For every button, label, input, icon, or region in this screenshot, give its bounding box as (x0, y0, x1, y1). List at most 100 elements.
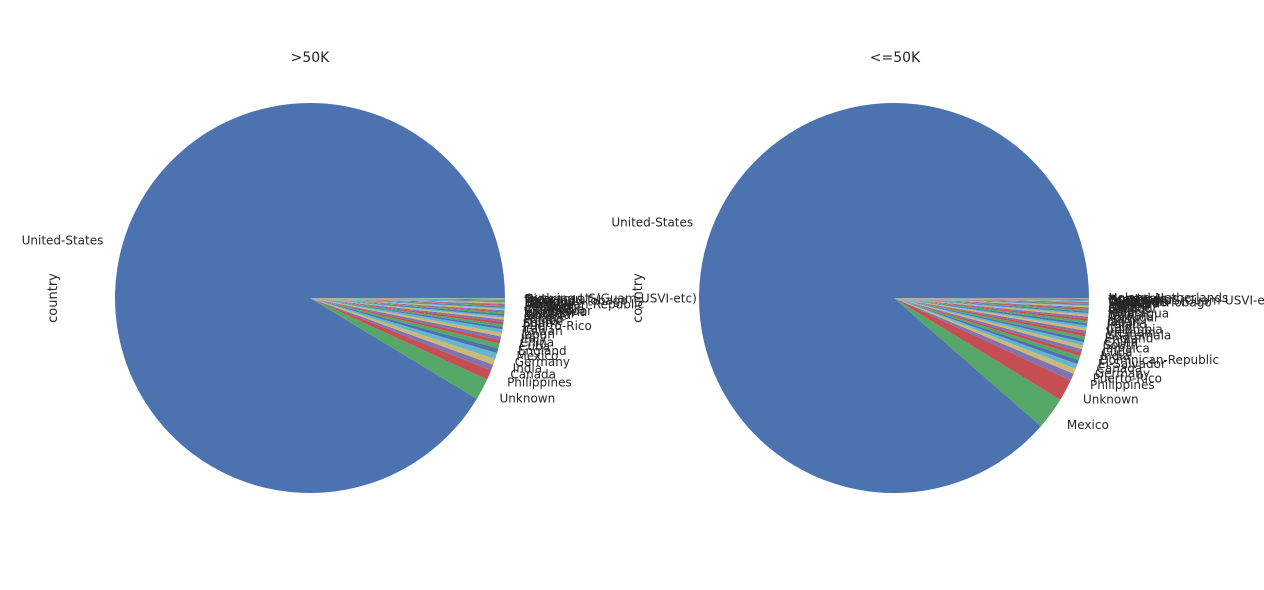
slice-label-scotland: Scotland (1108, 292, 1160, 306)
slice-label-italy: Italy (1107, 320, 1133, 334)
pie-slice-japan (894, 298, 1088, 321)
pie-slice-ecuador (310, 298, 505, 307)
pie-slice-united-states (115, 103, 505, 494)
slice-label-trinadad-tobago: Trinadad&Tobago (523, 293, 627, 307)
pie-slice-south (894, 298, 1085, 343)
slice-label-puerto-rico: Puerto-Rico (523, 319, 592, 333)
pie-slice-ireland (310, 298, 505, 308)
pie-slice-ecuador (894, 298, 1089, 309)
pie-slice-scotland (894, 298, 1089, 300)
pie-slice-italy (894, 298, 1088, 326)
slice-label-mexico: Mexico (1067, 418, 1109, 432)
slice-label-trinadad-tobago: Trinadad&Tobago (1107, 296, 1211, 310)
pie-slice-nicaragua (894, 298, 1089, 313)
slice-label-greece: Greece (524, 310, 567, 324)
pie-slice-taiwan (894, 298, 1089, 315)
slice-label-dominican-republic: Dominican-Republic (524, 298, 644, 312)
pie-slice-honduras (894, 298, 1089, 300)
pie-slice-outlying-us-guam-usvi-etc (894, 298, 1089, 301)
slice-label-unknown: Unknown (1083, 393, 1139, 407)
pie-slice-trinadad-tobago (310, 298, 505, 301)
pie-slice-south (310, 298, 504, 323)
pie-slice-thailand (894, 298, 1089, 304)
pie-slice-cuba (310, 298, 501, 344)
slice-label-united-states: United-States (611, 216, 693, 230)
pie-slice-greece (894, 298, 1089, 308)
pie-slice-haiti (894, 298, 1089, 319)
slice-label-cambodia: Cambodia (1108, 295, 1169, 309)
chart-title: >50K (291, 50, 331, 66)
pie-slice-hong (894, 298, 1089, 305)
slice-label-cambodia: Cambodia (524, 302, 585, 316)
slice-label-iran: Iran (522, 321, 545, 335)
pie-slice-canada (894, 298, 1079, 365)
pie-slice-peru (310, 298, 505, 300)
slice-label-hungary: Hungary (524, 296, 575, 310)
pie-slice-el-salvador (310, 298, 505, 311)
pie-slice-hungary (894, 298, 1089, 299)
slice-label-poland: Poland (523, 312, 563, 326)
pie-slice-france (310, 298, 504, 320)
slice-label-vietnam: Vietnam (1106, 326, 1156, 340)
slice-label-france: France (523, 314, 563, 328)
pie-slice-vietnam (894, 298, 1087, 331)
slice-label-japan: Japan (1106, 315, 1140, 329)
slice-label-thailand: Thailand (1107, 296, 1160, 310)
pie-slice-jamaica (310, 298, 505, 315)
slice-label-peru: Peru (524, 293, 551, 307)
pie-slice-nicaragua (310, 298, 505, 300)
y-axis-label: country (631, 273, 646, 323)
pie-slice-philippines (310, 298, 492, 380)
pie-slice-england (310, 298, 500, 349)
pie-slice-unknown (310, 298, 488, 399)
pie-slice-hungary (310, 298, 505, 303)
slice-label-china: China (1104, 335, 1138, 349)
pie-chart-under-50k: <=50K country United-States Mexico Unknown… (611, 50, 1264, 493)
slice-label-ecuador: Ecuador (1108, 302, 1157, 316)
slice-label-iran: Iran (1108, 303, 1131, 317)
pie-slice-iran (894, 298, 1089, 311)
pie-slices (115, 103, 505, 494)
pie-slice-el-salvador (894, 298, 1081, 361)
pie-slice-jamaica (894, 298, 1084, 346)
slice-label-japan: Japan (520, 327, 554, 341)
slice-label-canada: Canada (510, 368, 556, 382)
slice-label-nicaragua: Nicaragua (1108, 307, 1169, 321)
slice-label-hong: Hong (1108, 297, 1140, 311)
pie-slice-puerto-rico (894, 298, 1076, 374)
pie-slices (699, 102, 1089, 493)
pie-slice-taiwan (310, 298, 503, 330)
pie-slice-portugal (310, 298, 505, 306)
pie-slice-yugoslavia (310, 298, 505, 312)
slice-label-cuba: Cuba (519, 339, 550, 353)
slice-label-laos: Laos (1108, 294, 1136, 308)
pie-slice-puerto-rico (310, 298, 504, 325)
pie-slice-philippines (894, 298, 1074, 381)
slice-label-south: South (523, 316, 558, 330)
slice-label-nicaragua: Nicaragua (524, 292, 585, 306)
pie-slice-india (894, 298, 1083, 353)
pie-slice-trinadad-tobago (894, 298, 1089, 303)
slice-label-china: China (520, 335, 554, 349)
slice-label-india: India (513, 361, 542, 375)
slice-label-ireland: Ireland (1108, 298, 1150, 312)
slice-label-yugoslavia: Yugoslavia (1107, 293, 1171, 307)
pie-slice-unknown (894, 298, 1071, 400)
slice-label-hong: Hong (524, 297, 556, 311)
pie-slice-dominican-republic (894, 298, 1082, 357)
slice-label-peru: Peru (1108, 305, 1135, 319)
slice-label-germany: Germany (515, 355, 570, 369)
y-axis-label: country (46, 273, 61, 323)
pie-slice-china (310, 298, 502, 341)
pie-slice-cambodia (894, 298, 1089, 302)
pie-slice-greece (310, 298, 505, 316)
slice-label-italy: Italy (521, 331, 547, 345)
slice-label-guatemala: Guatemala (1105, 328, 1171, 342)
pie-slice-canada (310, 298, 494, 371)
pie-slice-labels: United-States UnknownPhilippinesCanadaInd… (22, 233, 697, 405)
slice-label-columbia: Columbia (1106, 323, 1163, 337)
pie-slice-mexico (894, 298, 1061, 427)
pie-slice-china (894, 298, 1086, 340)
slice-label-jamaica: Jamaica (1101, 342, 1149, 356)
slice-label-england: England (518, 344, 567, 358)
